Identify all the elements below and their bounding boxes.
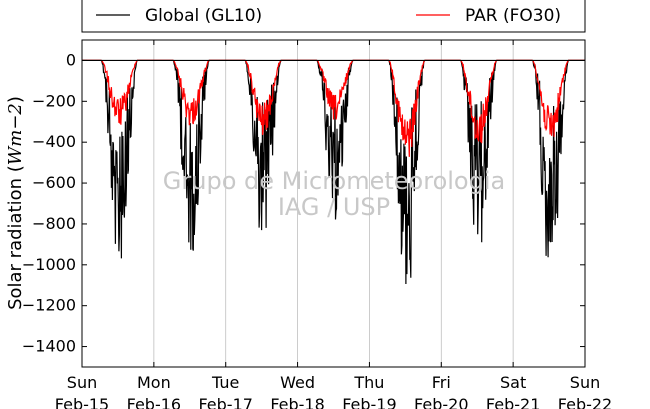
y-tick-label: −600 bbox=[32, 173, 76, 192]
x-tick-label-date: Feb-20 bbox=[414, 395, 468, 409]
x-tick-label-day: Fri bbox=[432, 373, 451, 392]
y-axis-label: Solar radiation (Wm−2) bbox=[5, 96, 26, 310]
x-tick-label-date: Feb-15 bbox=[55, 395, 109, 409]
plot-frame bbox=[81, 39, 586, 368]
legend-box bbox=[81, 0, 586, 33]
x-tick-label-day: Sun bbox=[570, 373, 600, 392]
x-tick-label-date: Feb-16 bbox=[127, 395, 181, 409]
x-tick-label-date: Feb-21 bbox=[486, 395, 540, 409]
y-axis-label-close: ) bbox=[5, 96, 26, 103]
x-tick-label-date: Feb-17 bbox=[198, 395, 252, 409]
x-tick-label-date: Feb-22 bbox=[558, 395, 612, 409]
x-tick-label-date: Feb-19 bbox=[342, 395, 396, 409]
y-tick-label: −1000 bbox=[22, 255, 76, 274]
x-tick-label-day: Tue bbox=[211, 373, 239, 392]
legend-label-global: Global (GL10) bbox=[145, 6, 262, 26]
y-tick-label: −800 bbox=[32, 214, 76, 233]
x-tick-label-day: Sun bbox=[67, 373, 97, 392]
y-tick-label: 0 bbox=[66, 50, 76, 69]
y-axis: 0 −200 −400 −600 −800 −1000 −1200 −1400 bbox=[22, 50, 585, 356]
watermark-line-2: IAG / USP bbox=[278, 193, 390, 221]
watermark-line-1: Grupo de Micrometeorologia bbox=[163, 167, 505, 195]
x-tick-label-day: Thu bbox=[353, 373, 384, 392]
y-tick-label: −1400 bbox=[22, 337, 76, 356]
y-axis-label-unit: Wm−2 bbox=[5, 103, 26, 165]
y-tick-label: −200 bbox=[32, 91, 76, 110]
x-axis: Sun Feb-15 Mon Feb-16 Tue Feb-17 Wed Feb-18 Thu F… bbox=[55, 40, 612, 409]
y-tick-label: −1200 bbox=[22, 296, 76, 315]
x-tick-label-day: Sat bbox=[500, 373, 526, 392]
y-tick-label: −400 bbox=[32, 132, 76, 151]
y-axis-label-main: Solar radiation ( bbox=[5, 165, 26, 310]
legend: Global (GL10) PAR (FO30) bbox=[81, 0, 586, 33]
x-tick-label-day: Mon bbox=[137, 373, 171, 392]
x-tick-label-day: Wed bbox=[280, 373, 315, 392]
legend-label-par: PAR (FO30) bbox=[465, 6, 561, 26]
watermark: Grupo de Micrometeorologia IAG / USP bbox=[163, 167, 505, 221]
vertical-gridlines bbox=[153, 40, 514, 367]
x-tick-label-date: Feb-18 bbox=[270, 395, 324, 409]
